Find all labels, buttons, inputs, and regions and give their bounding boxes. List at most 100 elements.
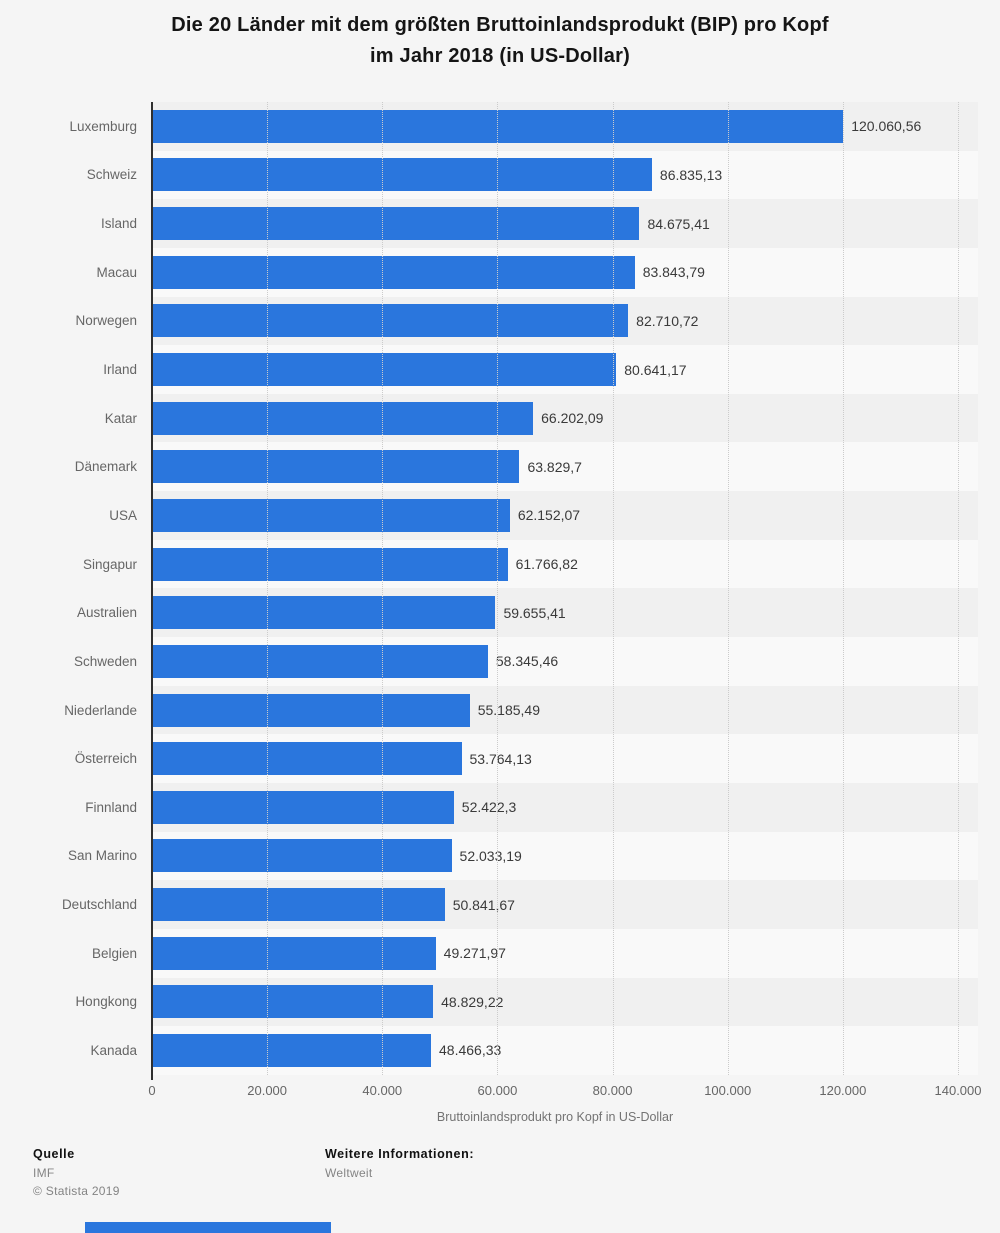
chart-row: Dänemark 63.829,7 — [0, 442, 978, 492]
value-label: 48.829,22 — [441, 993, 504, 1010]
source-name: IMF — [33, 1166, 55, 1180]
plot-band: 61.766,82 — [152, 539, 978, 589]
statista-brand-bar — [85, 1222, 331, 1233]
x-tick-label: 40.000 — [362, 1083, 403, 1098]
x-tick-label: 20.000 — [247, 1083, 288, 1098]
category-label: Katar — [104, 410, 137, 426]
category-label: San Marino — [67, 848, 137, 864]
plot-band: 52.033,19 — [152, 831, 978, 881]
plot-band: 120.060,56 — [152, 102, 978, 151]
copyright-notice: © Statista 2019 — [33, 1184, 120, 1198]
value-label: 55.185,49 — [477, 702, 540, 718]
value-bar — [152, 644, 488, 678]
value-bar — [152, 498, 510, 532]
plot-band: 83.843,79 — [152, 247, 978, 297]
category-label: Irland — [103, 362, 137, 378]
value-label: 120.060,56 — [851, 118, 922, 135]
value-bar — [152, 596, 496, 630]
value-label: 66.202,09 — [541, 410, 604, 427]
chart-row: Singapur 61.766,82 — [0, 539, 978, 589]
plot-band: 59.655,41 — [152, 588, 978, 638]
x-tick-label: 80.000 — [592, 1083, 633, 1098]
x-axis-title: Bruttoinlandsprodukt pro Kopf in US-Doll… — [436, 1110, 674, 1124]
category-label: Island — [100, 216, 137, 232]
value-bar — [152, 742, 462, 776]
x-tick-label: 0 — [148, 1083, 156, 1098]
source-heading: Quelle — [33, 1147, 75, 1161]
x-axis-ticks: 0 20.000 40.000 60.000 80.000 100.000 120.000 1… — [0, 1083, 981, 1101]
plot-band: 49.271,97 — [152, 928, 978, 978]
value-label: 63.829,7 — [527, 458, 582, 475]
chart-row: Katar 66.202,09 — [0, 393, 978, 443]
value-label: 59.655,41 — [503, 604, 566, 621]
value-bar — [152, 936, 436, 970]
category-label: Niederlande — [64, 702, 137, 718]
plot-band: 84.675,41 — [152, 199, 978, 248]
x-tick-label: 140.000 — [934, 1083, 982, 1098]
plot-band: 86.835,13 — [152, 150, 978, 200]
x-tick-label: 120.000 — [819, 1083, 867, 1098]
chart-title-line-1: Die 20 Länder mit dem größten Bruttoinla… — [171, 14, 829, 36]
chart-row: USA 62.152,07 — [0, 491, 978, 540]
plot-band: 62.152,07 — [152, 491, 978, 540]
value-bar — [152, 304, 629, 338]
value-bar — [152, 790, 454, 824]
value-bar — [152, 839, 452, 873]
value-bar — [152, 255, 635, 289]
chart-row: Norwegen 82.710,72 — [0, 296, 978, 346]
category-label: Dänemark — [74, 459, 137, 475]
chart-row: Macau 83.843,79 — [0, 247, 978, 297]
bar-chart: Luxemburg 120.060,56 Schweiz 86.835,13 Islan… — [0, 102, 982, 1142]
chart-row: Australien 59.655,41 — [0, 588, 978, 638]
value-bar — [152, 888, 445, 922]
value-bar — [152, 158, 652, 192]
value-label: 86.835,13 — [659, 166, 723, 183]
category-label: Deutschland — [61, 897, 137, 913]
category-label: Singapur — [82, 556, 137, 572]
value-label: 61.766,82 — [515, 556, 578, 573]
chart-row: Finnland 52.422,3 — [0, 782, 978, 832]
category-label: Australien — [76, 605, 137, 621]
plot-band: 63.829,7 — [152, 442, 978, 492]
chart-row: Luxemburg 120.060,56 — [0, 102, 978, 151]
value-bar — [152, 109, 844, 143]
plot-band: 82.710,72 — [152, 296, 978, 346]
value-label: 62.152,07 — [517, 507, 581, 524]
value-bar — [152, 207, 640, 241]
chart-title-line-2: im Jahr 2018 (in US-Dollar) — [370, 45, 630, 67]
info-region: Weltweit — [325, 1166, 373, 1180]
category-label: Hongkong — [75, 994, 137, 1010]
value-label: 52.422,3 — [461, 799, 517, 816]
category-label: Norwegen — [75, 313, 137, 329]
plot-band: 80.641,17 — [152, 345, 978, 394]
chart-row: Schweden 58.345,46 — [0, 637, 978, 686]
value-label: 82.710,72 — [636, 312, 699, 329]
chart-row: Irland 80.641,17 — [0, 345, 978, 394]
category-label: Belgien — [91, 945, 137, 961]
value-label: 58.345,46 — [495, 653, 559, 670]
value-label: 80.641,17 — [624, 361, 687, 378]
category-label: Luxemburg — [69, 118, 137, 134]
value-label: 52.033,19 — [459, 847, 522, 864]
chart-rows: Luxemburg 120.060,56 Schweiz 86.835,13 Islan… — [0, 102, 978, 1075]
x-tick-label: 100.000 — [704, 1083, 752, 1098]
value-bar — [152, 401, 534, 435]
category-label: Österreich — [74, 751, 137, 767]
footer-info-column: Weitere Informationen: Weltweit — [325, 1147, 474, 1184]
value-label: 49.271,97 — [443, 945, 506, 962]
x-tick-label: 60.000 — [477, 1083, 518, 1098]
value-bar — [152, 547, 508, 581]
value-bar — [152, 1033, 432, 1067]
value-label: 83.843,79 — [642, 264, 705, 281]
chart-row: Hongkong 48.829,22 — [0, 977, 978, 1027]
plot-band: 50.841,67 — [152, 880, 978, 929]
y-axis-line — [151, 102, 153, 1080]
value-bar — [152, 450, 520, 484]
chart-row: San Marino 52.033,19 — [0, 831, 978, 881]
chart-row: Schweiz 86.835,13 — [0, 150, 978, 200]
chart-row: Deutschland 50.841,67 — [0, 880, 978, 929]
value-bar — [152, 353, 617, 387]
value-label: 48.466,33 — [439, 1042, 502, 1059]
value-bar — [152, 985, 434, 1019]
